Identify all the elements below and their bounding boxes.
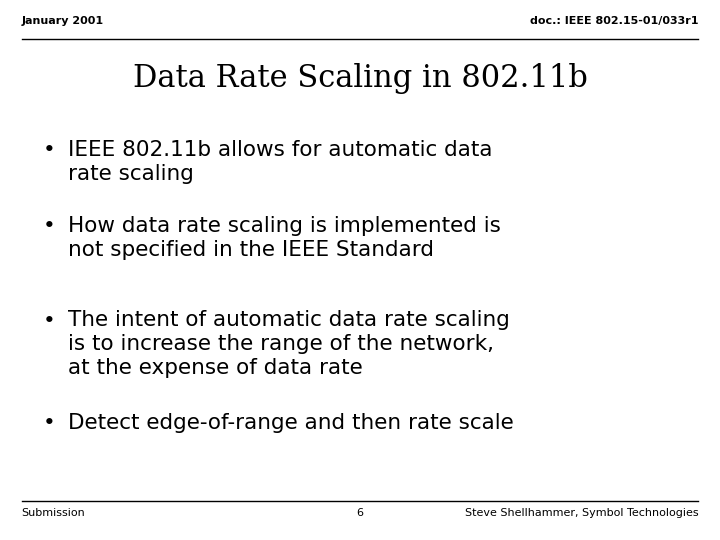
Text: Steve Shellhammer, Symbol Technologies: Steve Shellhammer, Symbol Technologies — [465, 508, 698, 518]
Text: Submission: Submission — [22, 508, 86, 518]
Text: •: • — [43, 310, 56, 330]
Text: Detect edge-of-range and then rate scale: Detect edge-of-range and then rate scale — [68, 413, 514, 433]
Text: January 2001: January 2001 — [22, 16, 104, 26]
Text: •: • — [43, 413, 56, 433]
Text: •: • — [43, 140, 56, 160]
Text: IEEE 802.11b allows for automatic data
rate scaling: IEEE 802.11b allows for automatic data r… — [68, 140, 493, 184]
Text: •: • — [43, 216, 56, 236]
Text: The intent of automatic data rate scaling
is to increase the range of the networ: The intent of automatic data rate scalin… — [68, 310, 510, 379]
Text: Data Rate Scaling in 802.11b: Data Rate Scaling in 802.11b — [132, 63, 588, 94]
Text: How data rate scaling is implemented is
not specified in the IEEE Standard: How data rate scaling is implemented is … — [68, 216, 501, 260]
Text: doc.: IEEE 802.15-01/033r1: doc.: IEEE 802.15-01/033r1 — [530, 16, 698, 26]
Text: 6: 6 — [356, 508, 364, 518]
